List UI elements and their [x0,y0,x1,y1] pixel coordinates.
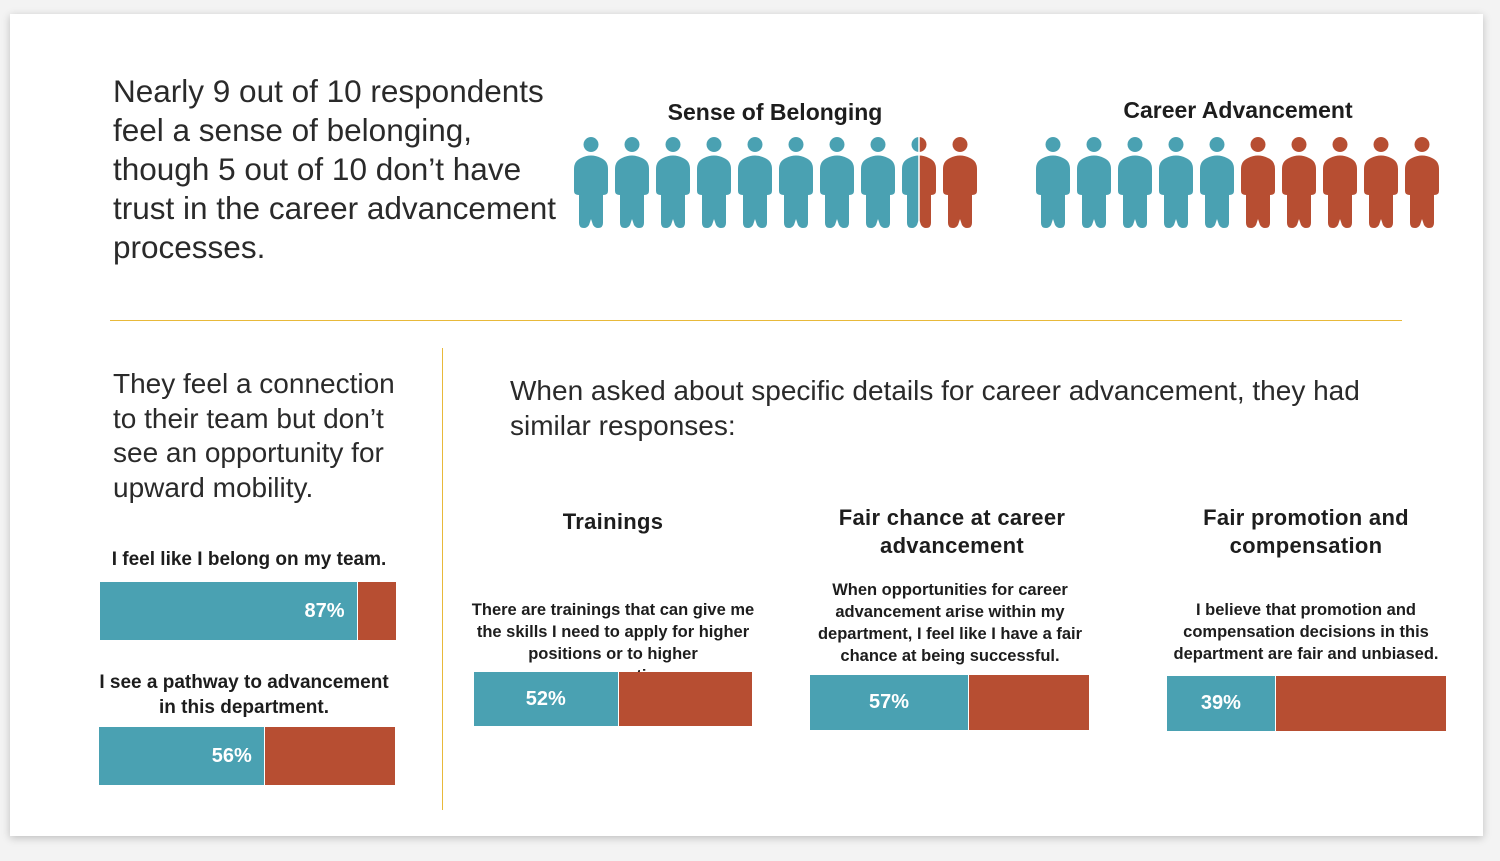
person-positive [861,137,895,228]
bar-pathway-negative [264,727,395,785]
person-positive [1200,137,1234,228]
column-title-fair-promotion: Fair promotion and compensation [1203,505,1409,558]
bar-trainings-positive: 52% [474,672,619,726]
person-positive [574,137,608,228]
person-icon [1200,137,1234,228]
person-icon [697,137,731,228]
person-icon [861,137,895,228]
icon-chart-belonging [572,133,979,229]
vertical-divider [442,348,443,810]
person-icon [902,133,936,229]
person-icon [1364,137,1398,228]
person-negative [1405,137,1439,228]
column-desc-fair-promotion: I believe that promotion and compensatio… [1173,601,1439,663]
person-icon [615,137,649,228]
bar-pathway-positive: 56% [99,727,265,785]
bar-belong-negative [357,582,396,640]
horizontal-divider [110,320,1402,321]
bar-fair-chance: 57% [810,675,1089,730]
column-title-fair-chance: Fair chance at career advancement [838,505,1066,558]
person-positive [615,137,649,228]
bar-fair-promotion-negative [1275,676,1446,731]
person-icon [1077,137,1111,228]
right-subhead: When asked about specific details for ca… [510,375,1360,441]
headline: Nearly 9 out of 10 respondents feel a se… [113,73,556,265]
bar-fair-chance-negative [969,675,1089,730]
column-desc-trainings: There are trainings that can give me the… [471,601,755,685]
person-icon [738,137,772,228]
person-positive [1036,137,1070,228]
person-icon [656,137,690,228]
person-positive [1159,137,1193,228]
person-icon [1282,137,1316,228]
person-icon [1241,137,1275,228]
person-icon [574,137,608,228]
person-icon [779,137,813,228]
person-positive [656,137,690,228]
person-positive [738,137,772,228]
person-negative [1241,137,1275,228]
column-desc-fair-chance: When opportunities for career advancemen… [817,581,1083,665]
person-positive [820,137,854,228]
bar-fair-promotion-positive: 39% [1167,676,1276,731]
bar-label-belong: I feel like I belong on my team. [111,549,387,570]
person-negative [1364,137,1398,228]
left-subhead: They feel a connection to their team but… [113,368,395,503]
person-icon [1159,137,1193,228]
bar-fair-chance-positive: 57% [810,675,970,730]
person-positive [1118,137,1152,228]
person-negative [1282,137,1316,228]
icon-chart-career [1034,133,1441,229]
bar-trainings: 52% [474,672,752,726]
person-negative [1323,137,1357,228]
bar-belong-positive: 87% [100,582,358,640]
bar-trainings-negative [618,672,752,726]
bar-label-pathway: I see a pathway to advancement in this d… [99,672,389,718]
person-icon [1405,137,1439,228]
person-icon [1323,137,1357,228]
person-icon [943,137,977,228]
bar-fair-promotion: 39% [1167,676,1446,731]
person-icon [820,137,854,228]
column-title-trainings: Trainings [562,509,664,534]
person-negative [943,137,977,228]
person-positive [697,137,731,228]
person-icon [1118,137,1152,228]
bar-pathway: 56% [99,727,395,785]
icon-chart-title-belonging: Sense of Belonging [667,99,883,125]
person-icon [1036,137,1070,228]
icon-chart-title-career: Career Advancement [1123,97,1353,123]
person-positive [779,137,813,228]
bar-belong: 87% [100,582,396,640]
person-positive [1077,137,1111,228]
